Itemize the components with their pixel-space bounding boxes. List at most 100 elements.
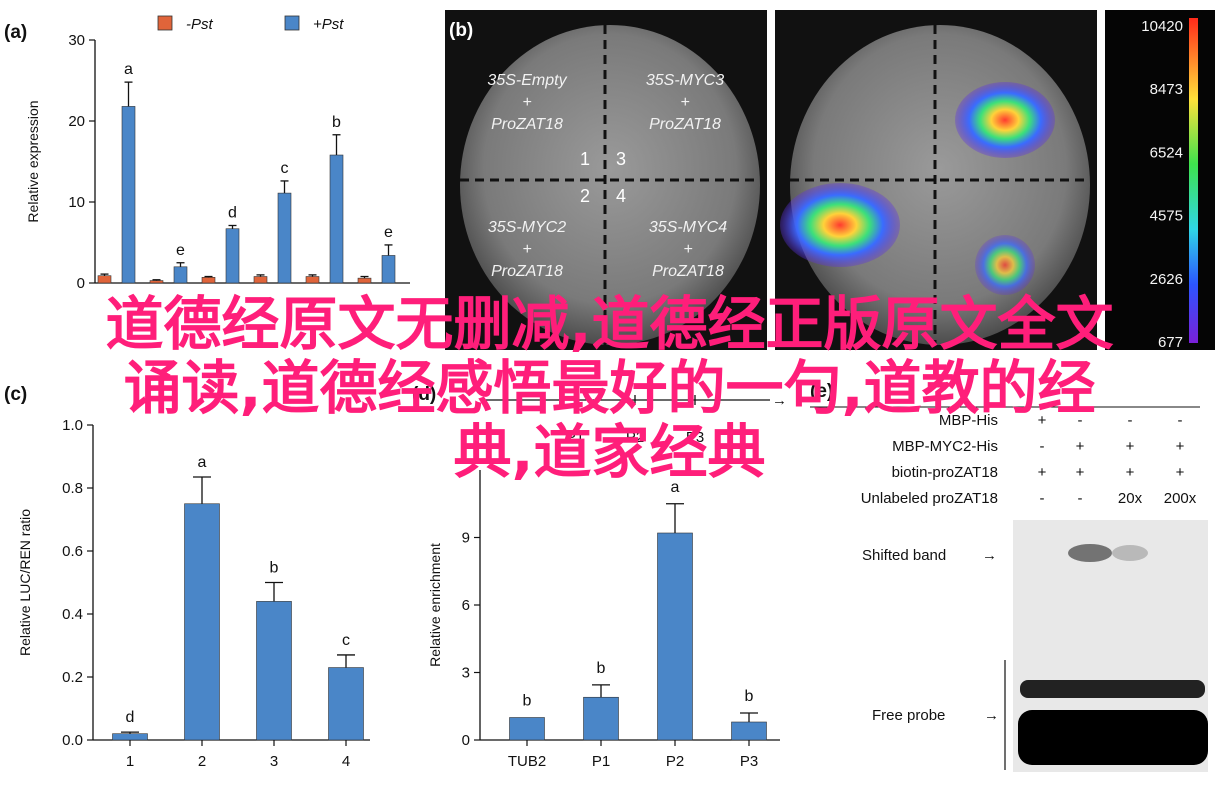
quadrant-number: 4	[616, 186, 626, 206]
y-axis-label: Relative expression	[25, 100, 41, 222]
gel-free-probe-lower	[1018, 710, 1208, 765]
luminescence-myc2	[780, 183, 900, 267]
bar-minus-pst	[305, 276, 320, 284]
emsa-cell: +	[1126, 464, 1135, 481]
quadrant-construct-label: 35S-MYC2	[488, 219, 566, 236]
significance-letter: e	[384, 224, 393, 241]
quadrant-construct-label: 35S-Empty	[487, 72, 567, 89]
arrow-shifted-band: →	[982, 547, 997, 564]
y-tick-label: 0.8	[62, 480, 83, 497]
color-scale-label: 10420	[1141, 18, 1183, 35]
panel-letter-e: (e)	[810, 381, 833, 402]
quadrant-number: 2	[580, 186, 590, 206]
panel-letter-b: (b)	[449, 20, 473, 41]
bar	[657, 532, 693, 741]
emsa-cell: +	[1076, 464, 1085, 481]
chart-d-svg: (d) 0 3 6 9 Relative enrichment → P1 P2 P3 b TUB2 b…	[412, 384, 787, 770]
chart-a-svg: (a) 0 10 20 30 Relative expression -Pst +Pst a e…	[4, 15, 410, 292]
quadrant-promoter-label: ProZAT18	[491, 116, 563, 133]
y-tick-label: 3	[462, 665, 470, 682]
quadrant-plus-label: +	[683, 241, 692, 258]
quadrant-number: 3	[616, 149, 626, 169]
gel-shifted-band-2	[1068, 544, 1112, 562]
leaf-image-panel: (b) 35S-Empty + ProZAT18 1 35S-MYC3 + ProZAT18…	[445, 10, 1215, 351]
x-tick-label: P3	[740, 753, 758, 770]
significance-letter: b	[597, 660, 606, 677]
promoter-label: P1	[566, 429, 584, 446]
color-scale-label: 677	[1158, 334, 1183, 350]
significance-letter: a	[671, 479, 680, 496]
color-scale-bg	[1105, 10, 1215, 350]
significance-letter: c	[281, 160, 289, 177]
quadrant-promoter-label: ProZAT18	[491, 263, 563, 280]
chart-c-svg: (c) 0.0 0.2 0.4 0.6 0.8 1.0 Relative LUC/REN r…	[4, 384, 370, 770]
x-tick-label: P1	[592, 753, 610, 770]
emsa-panel: (e) MBP-His + - - - MBP-MYC2-His - + + + biotin-pr…	[810, 375, 1219, 775]
bar-minus-pst	[149, 280, 164, 284]
significance-letter: b	[332, 114, 341, 131]
promoter-label: P3	[686, 429, 704, 446]
y-tick-label: 0.6	[62, 543, 83, 560]
luminescence-myc3	[955, 82, 1055, 158]
y-axis-label: Relative enrichment	[427, 543, 443, 667]
x-tick-label: 1	[126, 753, 134, 770]
chart-panel-d: (d) 0 3 6 9 Relative enrichment → P1 P2 P3 b TUB2 b…	[410, 370, 805, 780]
significance-letter: d	[228, 204, 237, 221]
emsa-cell: -	[1078, 490, 1083, 507]
y-tick-label: 0.2	[62, 669, 83, 686]
y-tick-label: 0	[462, 732, 470, 749]
bar-minus-pst	[357, 277, 372, 284]
color-scale-labels: 10420 8473 6524 4575 2626 677	[1141, 18, 1183, 351]
y-tick-label: 30	[68, 32, 85, 49]
emsa-row-label: MBP-His	[939, 412, 998, 429]
color-scale-label: 8473	[1150, 81, 1183, 98]
color-scale-label: 4575	[1150, 208, 1183, 225]
bar	[328, 667, 364, 741]
label-shifted-band: Shifted band	[862, 547, 946, 564]
significance-letter: e	[176, 242, 185, 259]
bar	[509, 717, 545, 741]
arrow-free-probe: →	[984, 707, 999, 724]
color-scale-label: 6524	[1150, 144, 1183, 161]
emsa-cell: +	[1076, 438, 1085, 455]
color-scale-bar	[1189, 18, 1198, 343]
emsa-cell: -	[1040, 438, 1045, 455]
quadrant-plus-label: +	[522, 94, 531, 111]
emsa-cell: +	[1126, 438, 1135, 455]
promoter-arrow: →	[772, 392, 787, 409]
bar-plus-pst	[381, 255, 396, 284]
chart-panel-a: (a) 0 10 20 30 Relative expression -Pst +Pst a e…	[0, 0, 410, 300]
panel-letter-d: (d)	[412, 384, 436, 405]
y-tick-label: 9	[462, 530, 470, 547]
significance-letter: b	[523, 693, 532, 710]
quadrant-construct-label: 35S-MYC3	[646, 72, 724, 89]
emsa-cell: +	[1176, 464, 1185, 481]
bar-minus-pst	[97, 275, 112, 284]
color-scale-label: 2626	[1150, 271, 1183, 288]
bar-plus-pst	[121, 106, 136, 284]
y-tick-label: 0	[77, 275, 85, 292]
gel-free-probe-upper	[1020, 680, 1205, 698]
quadrant-labels: 35S-Empty + ProZAT18 1 35S-MYC3 + ProZAT18 3 35S…	[487, 72, 727, 280]
emsa-cell: +	[1176, 438, 1185, 455]
emsa-svg: (e) MBP-His + - - - MBP-MYC2-His - + + + biotin-pr…	[810, 381, 1208, 772]
emsa-cell: -	[1040, 490, 1045, 507]
legend-label-minus: -Pst	[186, 16, 214, 33]
x-tick-label: 2	[198, 753, 206, 770]
chart-panel-c: (c) 0.0 0.2 0.4 0.6 0.8 1.0 Relative LUC/REN r…	[0, 370, 380, 780]
legend-swatch-minus	[157, 15, 173, 31]
x-tick-label: 4	[342, 753, 350, 770]
x-tick-label: TUB2	[508, 753, 546, 770]
y-axis-label: Relative LUC/REN ratio	[17, 509, 33, 656]
bar-minus-pst	[253, 276, 268, 284]
y-tick-label: 20	[68, 113, 85, 130]
bar	[112, 733, 148, 741]
y-tick-label: 0.4	[62, 606, 83, 623]
emsa-row-label: Unlabeled proZAT18	[861, 490, 998, 507]
emsa-cell: 20x	[1118, 490, 1143, 507]
label-free-probe: Free probe	[872, 707, 945, 724]
luminescence-myc4	[975, 235, 1035, 295]
emsa-cell: -	[1178, 412, 1183, 429]
significance-letter: b	[270, 560, 279, 577]
significance-letter: c	[342, 632, 350, 649]
